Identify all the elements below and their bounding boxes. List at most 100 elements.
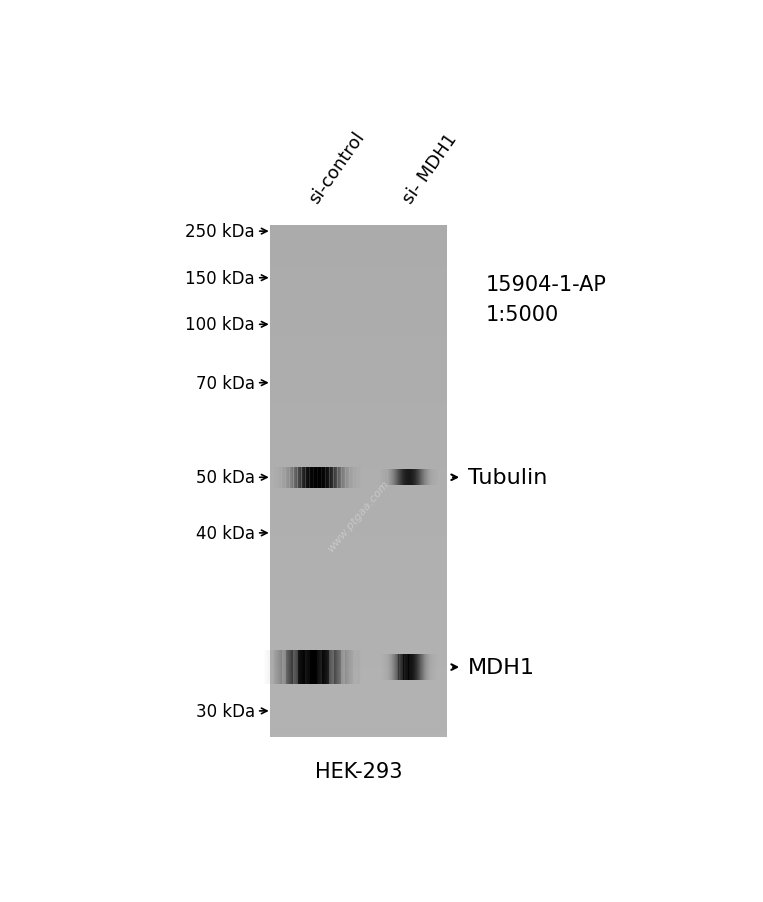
Bar [270,284,447,288]
Bar [270,228,447,232]
Bar [352,650,353,684]
Text: 70 kDa: 70 kDa [196,374,255,392]
Text: 150 kDa: 150 kDa [185,270,255,288]
Bar [279,650,280,684]
Bar [270,435,447,438]
Bar [270,425,447,428]
Bar [271,650,272,684]
Text: 50 kDa: 50 kDa [196,469,255,487]
Bar [320,650,321,684]
Bar [270,277,447,280]
Text: si-control: si-control [305,128,368,207]
Bar [324,650,325,684]
Bar [270,575,447,578]
Bar [270,585,447,589]
Bar [270,557,447,561]
Bar [295,650,296,684]
Bar [270,667,447,670]
Bar [315,650,316,684]
Bar [270,733,447,737]
Bar [270,249,447,252]
Bar [270,394,447,397]
Bar [270,280,447,282]
Bar [270,302,447,306]
Bar [324,650,325,684]
Bar [286,650,287,684]
Bar [270,458,447,461]
Bar [270,542,447,546]
Bar [341,650,342,684]
Bar [353,650,354,684]
Bar [270,652,447,655]
Bar [274,650,275,684]
Bar [270,440,447,443]
Text: 15904-1-AP
1:5000: 15904-1-AP 1:5000 [485,275,607,325]
Bar [351,650,352,684]
Bar [291,650,292,684]
Bar [360,650,361,684]
Bar [347,650,348,684]
Bar [270,708,447,712]
Bar [270,527,447,530]
Bar [348,650,349,684]
Bar [350,650,351,684]
Bar [270,520,447,522]
Bar [267,650,268,684]
Bar [355,650,356,684]
Bar [270,292,447,295]
Bar [270,555,447,558]
Text: 30 kDa: 30 kDa [196,702,255,720]
Bar [270,463,447,466]
Bar [270,521,447,525]
Bar [270,450,447,454]
Bar [270,532,447,535]
Bar [270,315,447,318]
Bar [270,644,447,648]
Bar [270,274,447,277]
Bar [307,650,308,684]
Bar [270,376,447,380]
Bar [270,456,447,458]
Bar [328,650,329,684]
Bar [270,417,447,420]
Bar [270,382,447,384]
Bar [270,430,447,433]
Bar [304,650,305,684]
Bar [270,325,447,328]
Bar [270,465,447,469]
Bar [269,650,270,684]
Bar [347,650,348,684]
Bar [270,687,447,691]
Bar [270,496,447,500]
Bar [270,665,447,667]
Bar [351,650,352,684]
Bar [307,650,308,684]
Bar [303,650,304,684]
Bar [340,650,341,684]
Bar [270,290,447,292]
Bar [314,650,315,684]
Bar [270,369,447,372]
Bar [325,650,326,684]
Bar [305,650,306,684]
Text: HEK-293: HEK-293 [315,761,402,781]
Bar [270,511,447,515]
Bar [270,514,447,517]
Bar [266,650,267,684]
Bar [270,391,447,395]
Bar [270,700,447,704]
Bar [272,650,273,684]
Bar [306,650,307,684]
Bar [270,624,447,627]
Bar [270,595,447,599]
Bar [270,246,447,249]
Bar [270,573,447,576]
Bar [270,609,447,612]
Bar [270,578,447,581]
Bar [270,729,447,732]
Bar [270,634,447,637]
Bar [270,703,447,706]
Bar [270,517,447,520]
Bar [337,650,338,684]
Bar [270,537,447,540]
